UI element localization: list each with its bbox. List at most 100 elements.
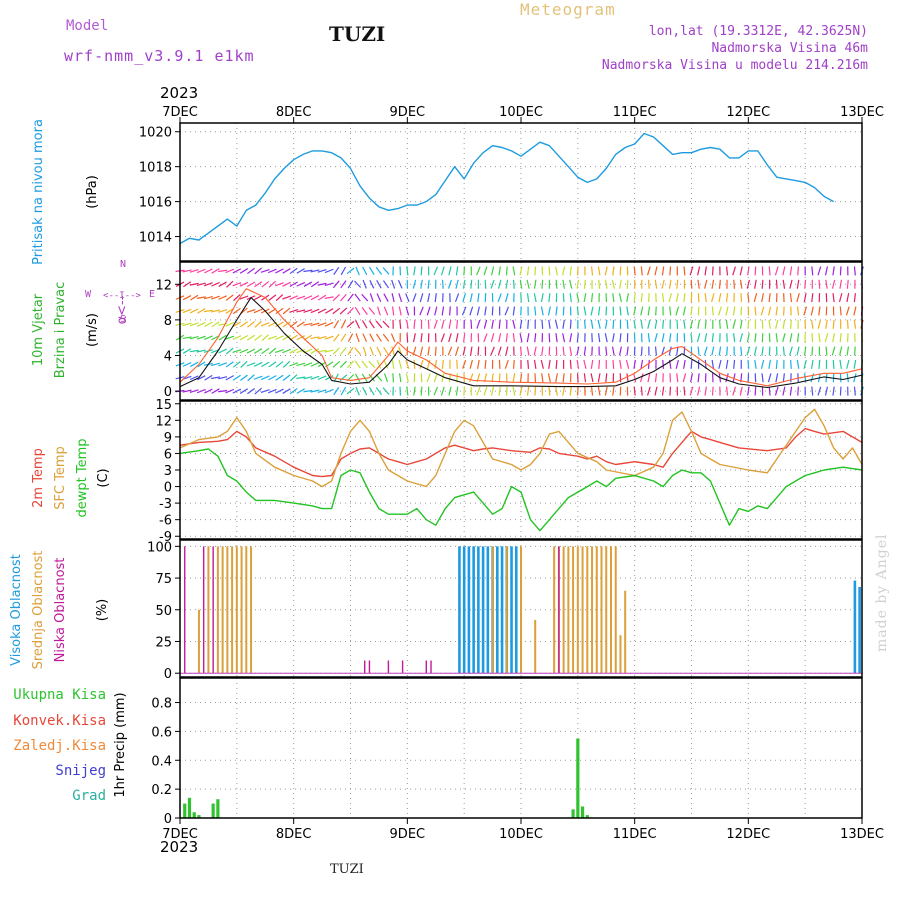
compass-letter-e: E: [149, 289, 155, 300]
wind-barb: [383, 360, 389, 369]
wind-barb: [196, 335, 206, 340]
wind-barb: [490, 279, 495, 289]
wind-barb: [618, 346, 622, 356]
cloud-bar-low: [430, 660, 432, 674]
precip-bar-total: [187, 797, 192, 818]
wind-barb: [196, 296, 206, 299]
y-tick-label: 1016: [139, 196, 172, 211]
wind-barb: [760, 359, 765, 369]
wind-barb: [339, 374, 348, 382]
wind-barb: [254, 281, 263, 288]
wind-barb: [569, 359, 572, 369]
wind-barb: [240, 360, 248, 368]
compass-letter-n: N: [120, 259, 126, 270]
wind-barb: [604, 386, 608, 396]
wind-barb: [612, 266, 615, 276]
wind-barb: [275, 307, 284, 315]
wind-barb: [690, 333, 693, 343]
wind-barb: [661, 293, 665, 303]
wind-barb: [254, 267, 262, 275]
meteogram-title: Meteogram: [520, 0, 616, 19]
wind-barb: [832, 333, 836, 343]
wind-barb: [218, 309, 228, 313]
wind-barb: [324, 375, 334, 381]
wind-barb: [368, 307, 376, 315]
wind-barb: [782, 266, 786, 276]
wind-barb: [512, 319, 516, 329]
wind-barb: [455, 386, 459, 396]
wind-barb: [590, 293, 594, 303]
wind-barb: [332, 294, 340, 302]
wind-barb: [740, 306, 743, 316]
wind-barb: [204, 374, 213, 381]
wind-barb: [590, 359, 594, 369]
wind-barb: [832, 266, 835, 276]
wind-barb: [526, 386, 530, 396]
cloud-bar-mid: [591, 546, 594, 674]
wind-barb: [382, 320, 390, 328]
wind-barb: [282, 388, 291, 394]
wind-barb: [218, 269, 228, 273]
wind-barb: [732, 333, 736, 343]
wind-barb: [211, 295, 220, 300]
wind-barb: [448, 319, 452, 329]
wind-barb: [604, 279, 608, 289]
wind-barb: [512, 359, 515, 369]
wind-barb: [519, 319, 523, 329]
wind-barb: [218, 389, 228, 393]
wind-barb: [832, 359, 835, 369]
wind-barb: [289, 362, 299, 367]
wind-barb: [839, 306, 842, 316]
x-tick-label-top: 10DEC: [499, 105, 543, 120]
wind-barb: [303, 322, 313, 326]
wind-barb: [470, 319, 473, 329]
wind-barb: [405, 306, 410, 316]
wind-barb: [711, 386, 714, 396]
wind-barb: [189, 389, 199, 393]
cloud-bar-mid: [534, 619, 537, 674]
wind-barb: [782, 346, 785, 356]
wind-barb: [303, 309, 313, 313]
wind-barb: [626, 346, 629, 356]
wind-barb: [405, 373, 409, 383]
wind-barb: [853, 373, 857, 383]
wind-barb: [218, 362, 228, 367]
wind-barb: [504, 359, 509, 369]
wind-barb: [697, 266, 701, 276]
y-tick-label: 0: [164, 481, 172, 496]
wind-barb: [633, 266, 636, 276]
y-tick-label: 0: [164, 667, 172, 682]
x-tick-label-top: 8DEC: [276, 105, 312, 120]
wind-barb: [562, 333, 566, 343]
wind-barb: [484, 306, 487, 316]
cloud-ylabel-mid: Srednja Oblacnost: [31, 551, 46, 670]
wind-barb: [225, 268, 235, 274]
wind-barb: [347, 346, 354, 356]
cloud-bar-mid: [520, 546, 522, 674]
wind-barb: [626, 319, 629, 329]
wind-barb: [839, 346, 843, 356]
wind-barb: [361, 373, 368, 382]
wind-barb: [211, 268, 220, 274]
wind-barb: [289, 295, 299, 300]
wind-barb: [704, 319, 707, 329]
wind-barb: [654, 373, 658, 383]
wind-barb: [633, 293, 636, 303]
wind-barb: [696, 333, 701, 343]
year-label-top: 2023: [160, 84, 199, 102]
y-tick-label: 25: [155, 635, 172, 650]
wind-barb: [267, 388, 277, 394]
wind-barb: [406, 386, 409, 396]
wind-barb: [789, 293, 793, 303]
wind-barb: [661, 346, 665, 356]
wind-barb: [448, 266, 452, 276]
wind-barb: [317, 375, 327, 381]
wind-barb: [310, 295, 320, 301]
wind-barb: [392, 373, 395, 383]
wind-barb: [376, 359, 382, 369]
wind-barb: [483, 386, 488, 396]
wind-barb: [355, 320, 361, 329]
wind-barb: [440, 333, 445, 343]
temp-series-sfc: [179, 408, 863, 488]
wind-barb: [838, 293, 843, 303]
